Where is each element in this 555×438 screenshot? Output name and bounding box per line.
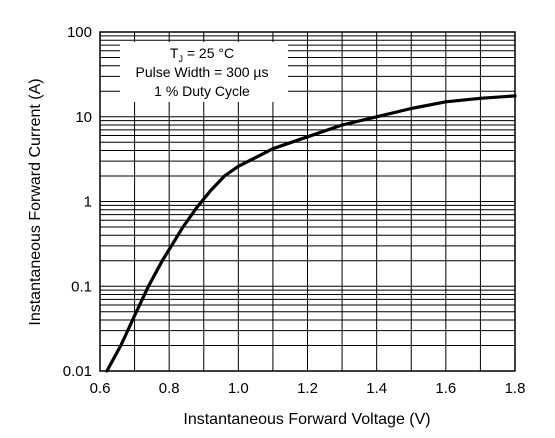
x-tick-label: 1.2 [297, 380, 318, 397]
x-tick-label: 0.6 [90, 380, 111, 397]
annotation-line-3: 1 % Duty Cycle [154, 83, 250, 99]
annotation-tj-main: T [170, 45, 179, 61]
y-tick-label: 1 [84, 194, 92, 211]
y-axis-label: Instantaneous Forward Current (A) [27, 78, 44, 325]
x-tick-label: 1.4 [366, 380, 387, 397]
x-tick-label: 1.6 [435, 380, 456, 397]
forward-current-curve [105, 94, 517, 373]
y-tick-label: 0.01 [63, 363, 92, 380]
annotation-line-2: Pulse Width = 300 µs [136, 64, 269, 80]
x-axis-label: Instantaneous Forward Voltage (V) [183, 411, 430, 428]
x-tick-label: 0.8 [159, 380, 180, 397]
y-tick-label: 10 [75, 109, 92, 126]
annotation-tj-sub: J [178, 54, 183, 64]
tick-labels: 0.6 0.8 1.0 1.2 1.4 1.6 1.8 0.01 0.1 1 10 100 [63, 24, 526, 397]
y-tick-label: 100 [67, 24, 92, 41]
annotation-tj-rest: = 25 °C [183, 45, 234, 61]
annotation-box: TJ = 25 °C Pulse Width = 300 µs 1 % Duty… [120, 42, 288, 102]
plot-frame [99, 31, 516, 372]
y-tick-label: 0.1 [71, 278, 92, 295]
x-tick-label: 1.8 [505, 380, 526, 397]
x-tick-label: 1.0 [228, 380, 249, 397]
annotation-background [120, 42, 288, 102]
annotation-line-1: TJ = 25 °C [170, 45, 234, 64]
